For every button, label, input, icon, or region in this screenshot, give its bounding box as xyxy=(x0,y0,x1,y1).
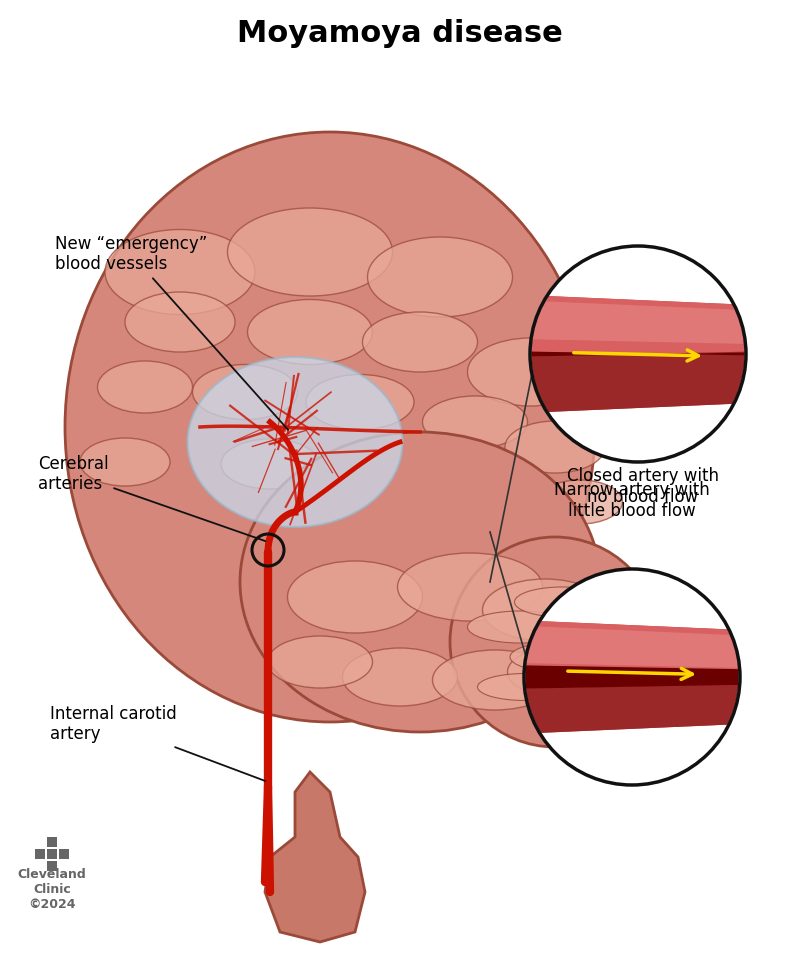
Ellipse shape xyxy=(514,587,610,617)
Ellipse shape xyxy=(433,650,558,710)
Polygon shape xyxy=(509,665,755,689)
Ellipse shape xyxy=(538,480,622,524)
Ellipse shape xyxy=(478,674,573,701)
Ellipse shape xyxy=(98,361,193,413)
Ellipse shape xyxy=(65,132,595,722)
Text: Moyamoya disease: Moyamoya disease xyxy=(237,19,563,49)
Polygon shape xyxy=(515,351,761,413)
Polygon shape xyxy=(509,625,755,668)
Bar xyxy=(59,849,69,859)
Ellipse shape xyxy=(221,439,319,489)
Bar xyxy=(47,849,57,859)
Ellipse shape xyxy=(187,357,402,527)
Ellipse shape xyxy=(267,636,373,688)
Bar xyxy=(47,837,57,847)
Ellipse shape xyxy=(105,229,255,315)
Polygon shape xyxy=(509,620,755,672)
Ellipse shape xyxy=(482,579,607,641)
Circle shape xyxy=(530,246,746,462)
Ellipse shape xyxy=(306,374,414,430)
Ellipse shape xyxy=(240,432,600,732)
Text: Cerebral
arteries: Cerebral arteries xyxy=(38,455,266,541)
Polygon shape xyxy=(515,300,761,344)
Text: Closed artery with
no blood flow: Closed artery with no blood flow xyxy=(567,467,719,505)
Ellipse shape xyxy=(467,611,573,643)
Bar xyxy=(35,849,45,859)
Ellipse shape xyxy=(362,312,478,372)
Text: Cleveland
Clinic
©2024: Cleveland Clinic ©2024 xyxy=(18,868,86,911)
Ellipse shape xyxy=(338,446,433,494)
Polygon shape xyxy=(509,683,755,734)
Ellipse shape xyxy=(467,338,593,406)
Polygon shape xyxy=(515,295,761,413)
Ellipse shape xyxy=(450,537,660,747)
Ellipse shape xyxy=(507,647,613,697)
Ellipse shape xyxy=(458,470,553,518)
Text: New “emergency”
blood vessels: New “emergency” blood vessels xyxy=(55,234,288,430)
Polygon shape xyxy=(515,295,761,358)
Ellipse shape xyxy=(510,642,610,672)
Text: Internal carotid
artery: Internal carotid artery xyxy=(50,705,266,781)
Ellipse shape xyxy=(422,396,527,448)
Ellipse shape xyxy=(227,208,393,296)
Ellipse shape xyxy=(80,438,170,486)
Ellipse shape xyxy=(342,648,458,706)
Ellipse shape xyxy=(398,553,542,621)
Ellipse shape xyxy=(367,237,513,317)
Polygon shape xyxy=(515,351,761,357)
Text: Narrow artery with
little blood flow: Narrow artery with little blood flow xyxy=(554,481,710,520)
Ellipse shape xyxy=(193,364,298,420)
Ellipse shape xyxy=(247,299,373,364)
Ellipse shape xyxy=(125,292,235,352)
Polygon shape xyxy=(509,620,755,734)
Ellipse shape xyxy=(287,561,422,633)
Ellipse shape xyxy=(505,421,605,473)
Polygon shape xyxy=(265,772,365,942)
Circle shape xyxy=(524,569,740,785)
Bar xyxy=(47,861,57,871)
